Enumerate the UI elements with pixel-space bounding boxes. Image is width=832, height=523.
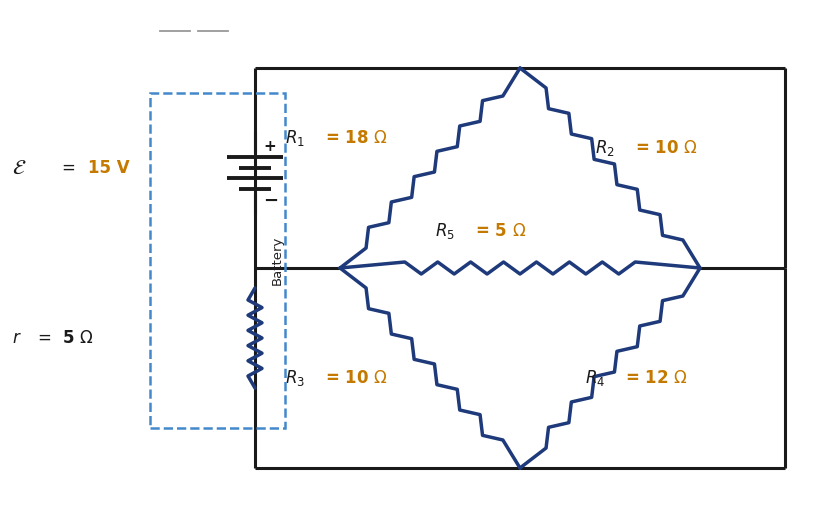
Text: =: = <box>62 159 82 177</box>
Text: = 18 $\Omega$: = 18 $\Omega$ <box>325 129 388 147</box>
Text: $R_2$: $R_2$ <box>595 138 615 158</box>
Text: $\mathcal{E}$: $\mathcal{E}$ <box>12 158 27 178</box>
Text: Battery: Battery <box>270 236 284 285</box>
Text: $R_4$: $R_4$ <box>585 368 605 388</box>
Text: +: + <box>263 139 275 154</box>
Text: 5 $\Omega$: 5 $\Omega$ <box>62 329 93 347</box>
Text: = 10 $\Omega$: = 10 $\Omega$ <box>325 369 388 387</box>
Text: −: − <box>263 192 278 210</box>
Text: =: = <box>38 329 57 347</box>
Text: 15 V: 15 V <box>88 159 130 177</box>
Text: = 5 $\Omega$: = 5 $\Omega$ <box>475 222 526 240</box>
Text: = 10 $\Omega$: = 10 $\Omega$ <box>635 139 698 157</box>
Text: $r$: $r$ <box>12 329 22 347</box>
Text: = 12 $\Omega$: = 12 $\Omega$ <box>625 369 688 387</box>
Text: $R_1$: $R_1$ <box>285 128 305 148</box>
Text: $R_5$: $R_5$ <box>435 221 455 241</box>
Text: $R_3$: $R_3$ <box>285 368 305 388</box>
